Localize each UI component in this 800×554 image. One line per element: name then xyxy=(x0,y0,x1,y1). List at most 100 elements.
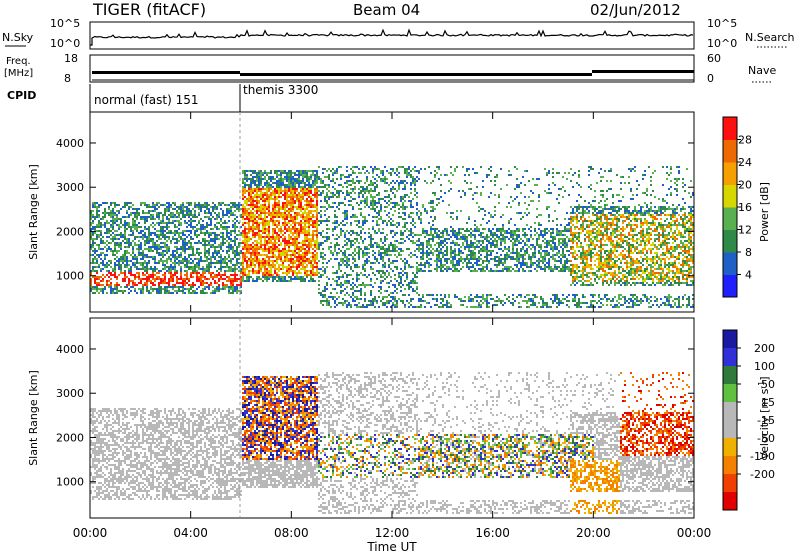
power-cell xyxy=(354,260,356,262)
power-cell xyxy=(316,254,318,256)
power-cell xyxy=(102,274,104,276)
power-cell xyxy=(296,234,298,236)
power-cell xyxy=(404,280,406,282)
power-cell xyxy=(248,184,250,186)
power-cell xyxy=(92,268,94,270)
power-cell xyxy=(368,214,370,216)
power-cell xyxy=(104,264,106,266)
power-cell xyxy=(128,208,130,210)
power-cell xyxy=(402,270,404,272)
power-cell xyxy=(358,168,360,170)
power-cell xyxy=(302,198,304,200)
power-cell xyxy=(266,256,268,258)
power-cell xyxy=(112,252,114,254)
power-cell xyxy=(206,268,208,270)
power-cell xyxy=(386,178,388,180)
power-cell xyxy=(192,272,194,274)
power-cell xyxy=(94,250,96,252)
power-cell xyxy=(242,280,244,282)
power-cell xyxy=(390,208,392,210)
power-cell xyxy=(292,272,294,274)
power-cell xyxy=(168,250,170,252)
power-cell xyxy=(248,274,250,276)
power-cell xyxy=(366,262,368,264)
power-cell xyxy=(298,250,300,252)
power-cell xyxy=(124,278,126,280)
power-cell xyxy=(146,278,148,280)
power-cell xyxy=(330,246,332,248)
power-cell xyxy=(302,216,304,218)
power-cell xyxy=(296,238,298,240)
power-cell xyxy=(392,236,394,238)
power-cell xyxy=(242,190,244,192)
power-cell xyxy=(334,248,336,250)
power-cell xyxy=(420,168,422,170)
power-cell xyxy=(364,284,366,286)
power-cell xyxy=(260,194,262,196)
power-cell xyxy=(166,282,168,284)
power-cell xyxy=(280,188,282,190)
power-cell xyxy=(140,230,142,232)
power-cell xyxy=(402,250,404,252)
power-cell xyxy=(396,204,398,206)
power-cell xyxy=(264,192,266,194)
power-cell xyxy=(316,200,318,202)
power-cell xyxy=(120,234,122,236)
power-cell xyxy=(246,200,248,202)
power-cell xyxy=(374,282,376,284)
power-cell xyxy=(190,246,192,248)
power-cell xyxy=(272,238,274,240)
power-cell xyxy=(292,210,294,212)
power-cell xyxy=(126,252,128,254)
power-cell xyxy=(290,258,292,260)
power-cell xyxy=(350,306,352,308)
power-cell xyxy=(390,242,392,244)
power-cell xyxy=(312,236,314,238)
power-cell xyxy=(262,224,264,226)
power-cell xyxy=(288,250,290,252)
power-cell xyxy=(274,170,276,172)
power-cell xyxy=(306,240,308,242)
power-cell xyxy=(156,222,158,224)
power-cell xyxy=(204,288,206,290)
power-cell xyxy=(318,292,320,294)
power-cell xyxy=(252,196,254,198)
power-cell xyxy=(390,244,392,246)
power-cell xyxy=(346,182,348,184)
power-cell xyxy=(192,214,194,216)
power-cell xyxy=(150,268,152,270)
power-cell xyxy=(188,230,190,232)
power-cell xyxy=(224,272,226,274)
power-cell xyxy=(228,242,230,244)
power-cell xyxy=(170,272,172,274)
power-cell xyxy=(230,244,232,246)
power-cell xyxy=(328,198,330,200)
power-cell xyxy=(236,274,238,276)
power-cell xyxy=(344,218,346,220)
power-cell xyxy=(124,252,126,254)
power-cell xyxy=(270,276,272,278)
power-cell xyxy=(248,236,250,238)
power-cell xyxy=(136,228,138,230)
power-cell xyxy=(270,268,272,270)
power-cell xyxy=(312,240,314,242)
power-cell xyxy=(248,192,250,194)
power-cell xyxy=(400,230,402,232)
power-cell xyxy=(290,244,292,246)
power-cell xyxy=(380,178,382,180)
power-cell xyxy=(410,298,412,300)
power-cell xyxy=(130,242,132,244)
power-cell xyxy=(310,196,312,198)
power-cell xyxy=(360,192,362,194)
power-cell xyxy=(360,232,362,234)
power-cell xyxy=(268,276,270,278)
power-cell xyxy=(212,216,214,218)
power-cell xyxy=(344,216,346,218)
power-cell xyxy=(312,204,314,206)
power-cell xyxy=(190,210,192,212)
power-cell xyxy=(390,174,392,176)
power-cell xyxy=(348,184,350,186)
power-cell xyxy=(196,292,198,294)
power-cell xyxy=(350,274,352,276)
power-cell xyxy=(268,252,270,254)
